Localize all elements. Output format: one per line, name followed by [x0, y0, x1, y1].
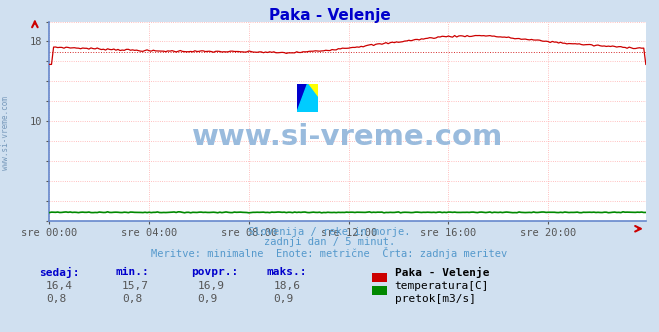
Text: www.si-vreme.com: www.si-vreme.com: [1, 96, 10, 170]
Text: 18,6: 18,6: [273, 281, 301, 290]
Text: zadnji dan / 5 minut.: zadnji dan / 5 minut.: [264, 237, 395, 247]
Text: maks.:: maks.:: [267, 267, 307, 277]
Polygon shape: [297, 84, 308, 98]
Text: 15,7: 15,7: [122, 281, 149, 290]
Text: temperatura[C]: temperatura[C]: [395, 281, 489, 290]
Text: 0,9: 0,9: [198, 294, 218, 304]
Text: 16,9: 16,9: [198, 281, 225, 290]
Polygon shape: [308, 84, 318, 98]
Polygon shape: [297, 84, 318, 112]
Text: Paka - Velenje: Paka - Velenje: [269, 8, 390, 23]
Text: 16,4: 16,4: [46, 281, 73, 290]
Text: 0,8: 0,8: [122, 294, 142, 304]
Text: Paka - Velenje: Paka - Velenje: [395, 267, 490, 278]
Polygon shape: [297, 84, 308, 112]
Text: Slovenija / reke in morje.: Slovenija / reke in morje.: [248, 227, 411, 237]
Text: pretok[m3/s]: pretok[m3/s]: [395, 294, 476, 304]
Text: povpr.:: povpr.:: [191, 267, 239, 277]
Text: sedaj:: sedaj:: [40, 267, 80, 278]
Text: min.:: min.:: [115, 267, 149, 277]
Text: Meritve: minimalne  Enote: metrične  Črta: zadnja meritev: Meritve: minimalne Enote: metrične Črta:…: [152, 247, 507, 259]
Text: www.si-vreme.com: www.si-vreme.com: [192, 123, 503, 151]
Text: 0,9: 0,9: [273, 294, 294, 304]
Text: 0,8: 0,8: [46, 294, 67, 304]
